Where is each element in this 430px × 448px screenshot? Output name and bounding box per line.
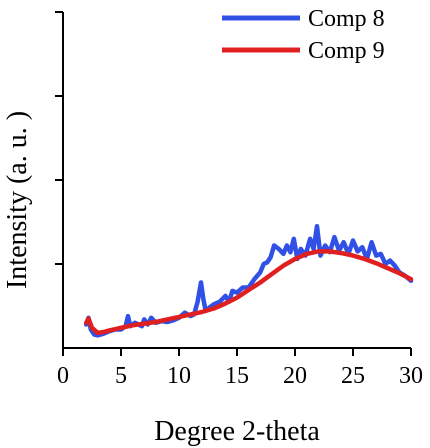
x-axis-title: Degree 2-theta [154, 416, 320, 447]
series-line-comp-9 [83, 249, 414, 336]
legend-label-comp-9: Comp 9 [308, 38, 385, 64]
legend-label-comp-8: Comp 8 [308, 6, 385, 32]
x-tick-label-15: 15 [225, 363, 249, 389]
plot-area: 0 5 10 15 20 25 30 [55, 11, 423, 389]
x-tick-marks [62, 348, 412, 356]
x-tick-label-10: 10 [167, 363, 191, 389]
x-tick-labels: 0 5 10 15 20 25 30 [57, 363, 423, 389]
y-tick-marks [55, 11, 63, 265]
x-tick-label-5: 5 [115, 363, 127, 389]
series-line-comp-8 [83, 223, 414, 338]
x-tick-label-30: 30 [399, 363, 423, 389]
y-axis-title: Intensity (a. u. ) [2, 111, 33, 289]
x-tick-label-20: 20 [283, 363, 307, 389]
x-tick-label-25: 25 [341, 363, 365, 389]
x-tick-label-0: 0 [57, 363, 69, 389]
series-lines [83, 223, 414, 338]
legend: Comp 8 Comp 9 [222, 6, 385, 64]
